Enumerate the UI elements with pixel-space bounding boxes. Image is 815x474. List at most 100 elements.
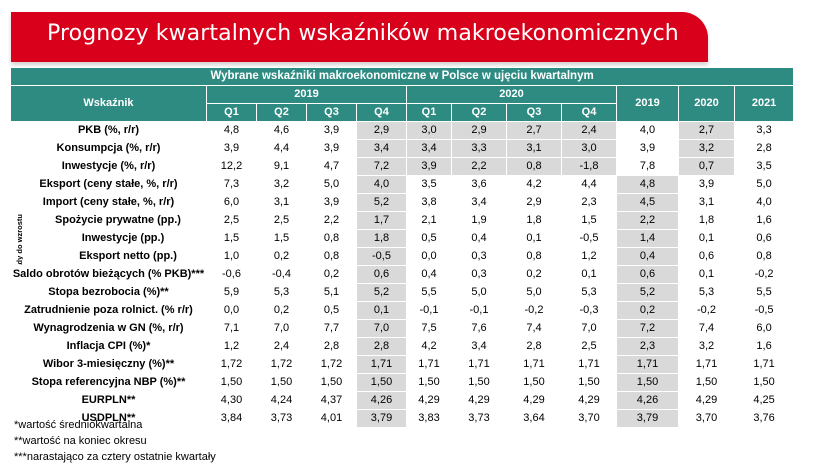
- value-cell: 0,6: [616, 265, 679, 284]
- value-cell: 5,0: [506, 283, 562, 302]
- value-cell: 4,0: [356, 175, 407, 194]
- table-row: Wibor 3-miesięczny (%)** 1,72 1,72 1,72 1,71…: [10, 355, 795, 374]
- value-cell: 1,6: [733, 337, 795, 356]
- value-cell: 5,2: [356, 193, 407, 212]
- quarter-header: Q3: [306, 103, 357, 122]
- value-cell: 4,4: [256, 139, 307, 158]
- footnote: ***narastająco za cztery ostatnie kwarta…: [14, 451, 216, 463]
- value-cell: 1,9: [451, 211, 507, 230]
- value-cell: 1,50: [733, 373, 795, 392]
- row-label: Inwestycje (pp.): [23, 229, 207, 248]
- value-cell: 2,7: [678, 121, 735, 140]
- quarter-header: Q4: [561, 103, 617, 122]
- value-cell: 3,9: [306, 193, 357, 212]
- value-cell: 4,26: [356, 391, 407, 410]
- value-cell: 2,4: [561, 121, 617, 140]
- value-cell: -0,5: [561, 229, 617, 248]
- row-label: Zatrudnienie poza rolnict. (% r/r): [10, 301, 207, 320]
- value-cell: -0,1: [451, 301, 507, 320]
- value-cell: 5,3: [561, 283, 617, 302]
- value-cell: 0,1: [356, 301, 407, 320]
- value-cell: 7,3: [206, 175, 257, 194]
- value-cell: 1,50: [406, 373, 452, 392]
- value-cell: 3,5: [733, 157, 795, 176]
- value-cell: 1,8: [356, 229, 407, 248]
- value-cell: 1,2: [561, 247, 617, 266]
- value-cell: 0,4: [406, 265, 452, 284]
- value-cell: 7,0: [356, 319, 407, 338]
- table-row: Eksport (ceny stałe, %, r/r) 7,3 3,2 5,0 4,0…: [10, 175, 795, 194]
- value-cell: 5,3: [678, 283, 735, 302]
- value-cell: 3,73: [451, 409, 507, 428]
- value-cell: 3,4: [451, 193, 507, 212]
- value-cell: 1,71: [356, 355, 407, 374]
- value-cell: 1,7: [356, 211, 407, 230]
- year-group-2019: 2019: [206, 85, 407, 104]
- value-cell: 1,8: [506, 211, 562, 230]
- value-cell: 0,5: [406, 229, 452, 248]
- quarter-header-row: Q1 Q2 Q3 Q4 Q1 Q2 Q3 Q4: [11, 103, 794, 122]
- value-cell: 0,7: [678, 157, 735, 176]
- row-label: Wynagrodzenia w GN (%, r/r): [10, 319, 207, 338]
- row-label: PKB (%, r/r): [10, 121, 207, 140]
- macro-indicators-table: Wybrane wskaźniki makroekonomiczne w Pol…: [9, 67, 795, 428]
- value-cell: 2,9: [506, 193, 562, 212]
- banner-title: Prognozy kwartalnych wskaźników makroeko…: [47, 21, 679, 46]
- footnote: *wartość średniokwartalna: [14, 419, 143, 431]
- value-cell: 5,0: [733, 175, 795, 194]
- value-cell: 3,9: [206, 139, 257, 158]
- value-cell: 1,50: [678, 373, 735, 392]
- value-cell: 2,5: [256, 211, 307, 230]
- value-cell: 1,5: [256, 229, 307, 248]
- table-row: EURPLN** 4,30 4,24 4,37 4,26 4,29 4,29 4,29 4,29…: [10, 391, 795, 410]
- value-cell: 4,29: [561, 391, 617, 410]
- value-cell: 7,2: [616, 319, 679, 338]
- value-cell: 2,3: [616, 337, 679, 356]
- value-cell: 3,8: [406, 193, 452, 212]
- table-row: Inwestycje (pp.) 1,5 1,5 0,8 1,8 0,5 0,4 0,1 -0,…: [11, 229, 795, 248]
- value-cell: 1,4: [616, 229, 679, 248]
- value-cell: 2,8: [733, 139, 795, 158]
- value-cell: 4,24: [256, 391, 307, 410]
- annual-header-2021: 2021: [733, 85, 795, 122]
- value-cell: 3,9: [306, 121, 357, 140]
- value-cell: 4,8: [616, 175, 679, 194]
- value-cell: 3,73: [256, 409, 307, 428]
- value-cell: 1,71: [406, 355, 452, 374]
- value-cell: 4,4: [561, 175, 617, 194]
- row-label: USDPLN**: [10, 409, 207, 428]
- value-cell: 1,71: [506, 355, 562, 374]
- value-cell: 9,1: [256, 157, 307, 176]
- table-row: PKB (%, r/r) 4,8 4,6 3,9 2,9 3,0 2,9 2,7 2,4 4,0 2…: [10, 121, 795, 140]
- value-cell: 1,50: [561, 373, 617, 392]
- row-label: Spożycie prywatne (pp.): [23, 211, 207, 230]
- value-cell: 3,79: [616, 409, 679, 428]
- table-row: Eksport netto (pp.) 1,0 0,2 0,8 -0,5 0,0 0,3 0,…: [11, 247, 795, 266]
- value-cell: 0,2: [306, 265, 357, 284]
- row-label: Import (ceny stałe, %, r/r): [10, 193, 207, 212]
- value-cell: 3,4: [356, 139, 407, 158]
- table-row: Stopa referencyjna NBP (%)** 1,50 1,50 1,50…: [10, 373, 795, 392]
- value-cell: 3,0: [561, 139, 617, 158]
- value-cell: 1,71: [616, 355, 679, 374]
- value-cell: 3,76: [733, 409, 795, 428]
- value-cell: 0,1: [678, 229, 735, 248]
- value-cell: 2,8: [356, 337, 407, 356]
- row-label: Saldo obrotów bieżących (% PKB)***: [10, 265, 207, 284]
- value-cell: 3,84: [206, 409, 257, 428]
- value-cell: 1,71: [451, 355, 507, 374]
- value-cell: 5,0: [306, 175, 357, 194]
- value-cell: 4,29: [678, 391, 735, 410]
- value-cell: 2,7: [506, 121, 562, 140]
- value-cell: 7,4: [678, 319, 735, 338]
- table-row: Wkłady do wzrostu PKBSpożycie prywatne (…: [10, 211, 795, 266]
- value-cell: 3,79: [356, 409, 407, 428]
- value-cell: 1,71: [561, 355, 617, 374]
- value-cell: 4,0: [616, 121, 679, 140]
- value-cell: 0,2: [256, 247, 307, 266]
- value-cell: 7,0: [256, 319, 307, 338]
- quarter-header: Q1: [406, 103, 452, 122]
- value-cell: 0,8: [306, 247, 357, 266]
- value-cell: 3,64: [506, 409, 562, 428]
- value-cell: 1,71: [733, 355, 795, 374]
